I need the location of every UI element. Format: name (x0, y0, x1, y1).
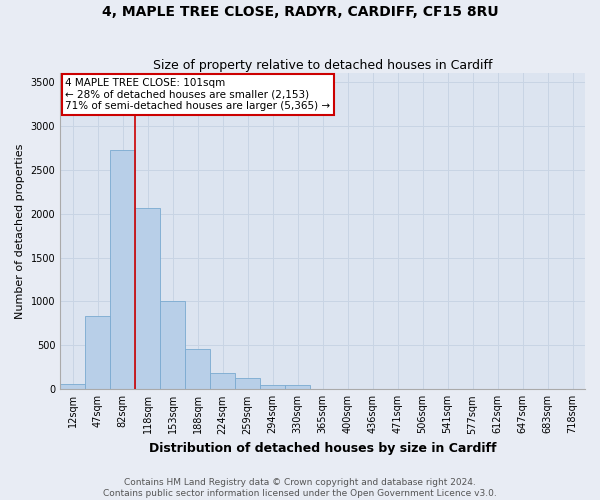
Text: 4, MAPLE TREE CLOSE, RADYR, CARDIFF, CF15 8RU: 4, MAPLE TREE CLOSE, RADYR, CARDIFF, CF1… (101, 5, 499, 19)
Bar (235, 378, 260, 390)
Bar (160, 300, 185, 390)
Title: Size of property relative to detached houses in Cardiff: Size of property relative to detached ho… (153, 59, 493, 72)
Bar (60, 384, 85, 390)
Bar (210, 373, 235, 390)
Bar (85, 316, 110, 390)
Bar (285, 385, 310, 390)
Bar (185, 349, 210, 390)
Bar (260, 385, 285, 390)
X-axis label: Distribution of detached houses by size in Cardiff: Distribution of detached houses by size … (149, 442, 496, 455)
Text: 4 MAPLE TREE CLOSE: 101sqm
← 28% of detached houses are smaller (2,153)
71% of s: 4 MAPLE TREE CLOSE: 101sqm ← 28% of deta… (65, 78, 331, 111)
Bar (135, 208, 160, 390)
Text: Contains HM Land Registry data © Crown copyright and database right 2024.
Contai: Contains HM Land Registry data © Crown c… (103, 478, 497, 498)
Y-axis label: Number of detached properties: Number of detached properties (15, 144, 25, 319)
Bar (110, 150, 135, 390)
